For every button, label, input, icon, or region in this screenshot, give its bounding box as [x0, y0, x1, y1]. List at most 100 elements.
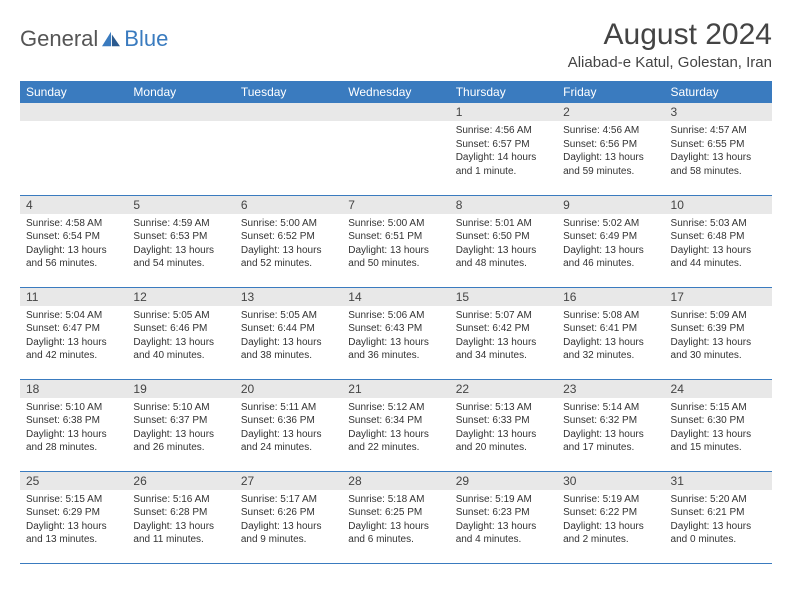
day-content: Sunrise: 5:07 AMSunset: 6:42 PMDaylight:…: [450, 306, 557, 366]
day-number: 23: [557, 380, 664, 398]
day-number: 4: [20, 196, 127, 214]
day-content: Sunrise: 5:00 AMSunset: 6:52 PMDaylight:…: [235, 214, 342, 274]
calendar-cell: 14Sunrise: 5:06 AMSunset: 6:43 PMDayligh…: [342, 287, 449, 379]
day-content: Sunrise: 5:08 AMSunset: 6:41 PMDaylight:…: [557, 306, 664, 366]
calendar-table: Sunday Monday Tuesday Wednesday Thursday…: [20, 81, 772, 564]
calendar-cell: 3Sunrise: 4:57 AMSunset: 6:55 PMDaylight…: [665, 103, 772, 195]
day-number: 31: [665, 472, 772, 490]
weekday-header: Saturday: [665, 81, 772, 103]
day-number: 26: [127, 472, 234, 490]
logo-text-general: General: [20, 26, 98, 52]
day-number: [20, 103, 127, 121]
day-number: 11: [20, 288, 127, 306]
day-content: [127, 121, 234, 127]
day-content: Sunrise: 4:58 AMSunset: 6:54 PMDaylight:…: [20, 214, 127, 274]
calendar-cell: 31Sunrise: 5:20 AMSunset: 6:21 PMDayligh…: [665, 471, 772, 563]
day-number: 25: [20, 472, 127, 490]
weekday-header: Sunday: [20, 81, 127, 103]
calendar-cell: 12Sunrise: 5:05 AMSunset: 6:46 PMDayligh…: [127, 287, 234, 379]
calendar-cell: 16Sunrise: 5:08 AMSunset: 6:41 PMDayligh…: [557, 287, 664, 379]
location-text: Aliabad-e Katul, Golestan, Iran: [568, 54, 772, 71]
day-number: 30: [557, 472, 664, 490]
day-number: 2: [557, 103, 664, 121]
calendar-row: 1Sunrise: 4:56 AMSunset: 6:57 PMDaylight…: [20, 103, 772, 195]
calendar-cell: 5Sunrise: 4:59 AMSunset: 6:53 PMDaylight…: [127, 195, 234, 287]
calendar-cell: 8Sunrise: 5:01 AMSunset: 6:50 PMDaylight…: [450, 195, 557, 287]
calendar-cell: 24Sunrise: 5:15 AMSunset: 6:30 PMDayligh…: [665, 379, 772, 471]
logo-sail-icon: [100, 30, 122, 48]
calendar-cell: 15Sunrise: 5:07 AMSunset: 6:42 PMDayligh…: [450, 287, 557, 379]
day-content: [342, 121, 449, 127]
day-content: Sunrise: 4:56 AMSunset: 6:57 PMDaylight:…: [450, 121, 557, 181]
calendar-cell: 21Sunrise: 5:12 AMSunset: 6:34 PMDayligh…: [342, 379, 449, 471]
day-content: Sunrise: 5:01 AMSunset: 6:50 PMDaylight:…: [450, 214, 557, 274]
weekday-header: Tuesday: [235, 81, 342, 103]
calendar-cell: 1Sunrise: 4:56 AMSunset: 6:57 PMDaylight…: [450, 103, 557, 195]
calendar-cell: 23Sunrise: 5:14 AMSunset: 6:32 PMDayligh…: [557, 379, 664, 471]
calendar-row: 4Sunrise: 4:58 AMSunset: 6:54 PMDaylight…: [20, 195, 772, 287]
calendar-cell: 6Sunrise: 5:00 AMSunset: 6:52 PMDaylight…: [235, 195, 342, 287]
day-content: Sunrise: 5:00 AMSunset: 6:51 PMDaylight:…: [342, 214, 449, 274]
month-title: August 2024: [568, 18, 772, 52]
day-content: Sunrise: 5:10 AMSunset: 6:37 PMDaylight:…: [127, 398, 234, 458]
day-content: Sunrise: 5:19 AMSunset: 6:23 PMDaylight:…: [450, 490, 557, 550]
day-number: [342, 103, 449, 121]
day-content: Sunrise: 4:59 AMSunset: 6:53 PMDaylight:…: [127, 214, 234, 274]
day-content: Sunrise: 5:11 AMSunset: 6:36 PMDaylight:…: [235, 398, 342, 458]
day-content: Sunrise: 5:17 AMSunset: 6:26 PMDaylight:…: [235, 490, 342, 550]
calendar-cell: 26Sunrise: 5:16 AMSunset: 6:28 PMDayligh…: [127, 471, 234, 563]
day-content: Sunrise: 5:10 AMSunset: 6:38 PMDaylight:…: [20, 398, 127, 458]
day-number: 13: [235, 288, 342, 306]
day-content: Sunrise: 5:15 AMSunset: 6:30 PMDaylight:…: [665, 398, 772, 458]
day-content: Sunrise: 5:05 AMSunset: 6:44 PMDaylight:…: [235, 306, 342, 366]
calendar-cell: [342, 103, 449, 195]
day-number: [127, 103, 234, 121]
calendar-cell: 19Sunrise: 5:10 AMSunset: 6:37 PMDayligh…: [127, 379, 234, 471]
day-number: 24: [665, 380, 772, 398]
calendar-row: 11Sunrise: 5:04 AMSunset: 6:47 PMDayligh…: [20, 287, 772, 379]
day-content: Sunrise: 5:05 AMSunset: 6:46 PMDaylight:…: [127, 306, 234, 366]
day-number: 17: [665, 288, 772, 306]
calendar-cell: 13Sunrise: 5:05 AMSunset: 6:44 PMDayligh…: [235, 287, 342, 379]
calendar-row: 25Sunrise: 5:15 AMSunset: 6:29 PMDayligh…: [20, 471, 772, 563]
day-content: Sunrise: 5:02 AMSunset: 6:49 PMDaylight:…: [557, 214, 664, 274]
weekday-header-row: Sunday Monday Tuesday Wednesday Thursday…: [20, 81, 772, 103]
header: General Blue August 2024 Aliabad-e Katul…: [20, 18, 772, 71]
calendar-cell: 17Sunrise: 5:09 AMSunset: 6:39 PMDayligh…: [665, 287, 772, 379]
calendar-cell: 28Sunrise: 5:18 AMSunset: 6:25 PMDayligh…: [342, 471, 449, 563]
title-block: August 2024 Aliabad-e Katul, Golestan, I…: [568, 18, 772, 71]
day-number: 18: [20, 380, 127, 398]
calendar-row: 18Sunrise: 5:10 AMSunset: 6:38 PMDayligh…: [20, 379, 772, 471]
calendar-cell: 22Sunrise: 5:13 AMSunset: 6:33 PMDayligh…: [450, 379, 557, 471]
weekday-header: Friday: [557, 81, 664, 103]
day-content: Sunrise: 5:20 AMSunset: 6:21 PMDaylight:…: [665, 490, 772, 550]
day-content: Sunrise: 5:18 AMSunset: 6:25 PMDaylight:…: [342, 490, 449, 550]
day-number: 8: [450, 196, 557, 214]
day-content: [20, 121, 127, 127]
day-content: Sunrise: 5:04 AMSunset: 6:47 PMDaylight:…: [20, 306, 127, 366]
calendar-cell: [235, 103, 342, 195]
weekday-header: Monday: [127, 81, 234, 103]
day-number: 16: [557, 288, 664, 306]
calendar-cell: 29Sunrise: 5:19 AMSunset: 6:23 PMDayligh…: [450, 471, 557, 563]
day-content: Sunrise: 5:09 AMSunset: 6:39 PMDaylight:…: [665, 306, 772, 366]
day-content: Sunrise: 5:16 AMSunset: 6:28 PMDaylight:…: [127, 490, 234, 550]
calendar-cell: 25Sunrise: 5:15 AMSunset: 6:29 PMDayligh…: [20, 471, 127, 563]
day-number: 22: [450, 380, 557, 398]
day-content: Sunrise: 5:12 AMSunset: 6:34 PMDaylight:…: [342, 398, 449, 458]
calendar-cell: 11Sunrise: 5:04 AMSunset: 6:47 PMDayligh…: [20, 287, 127, 379]
day-number: 1: [450, 103, 557, 121]
calendar-cell: 27Sunrise: 5:17 AMSunset: 6:26 PMDayligh…: [235, 471, 342, 563]
weekday-header: Wednesday: [342, 81, 449, 103]
day-number: [235, 103, 342, 121]
calendar-cell: 10Sunrise: 5:03 AMSunset: 6:48 PMDayligh…: [665, 195, 772, 287]
calendar-body: 1Sunrise: 4:56 AMSunset: 6:57 PMDaylight…: [20, 103, 772, 563]
logo-text-blue: Blue: [124, 26, 168, 52]
day-number: 14: [342, 288, 449, 306]
day-number: 9: [557, 196, 664, 214]
day-number: 5: [127, 196, 234, 214]
weekday-header: Thursday: [450, 81, 557, 103]
day-content: Sunrise: 5:03 AMSunset: 6:48 PMDaylight:…: [665, 214, 772, 274]
day-number: 7: [342, 196, 449, 214]
calendar-cell: [127, 103, 234, 195]
